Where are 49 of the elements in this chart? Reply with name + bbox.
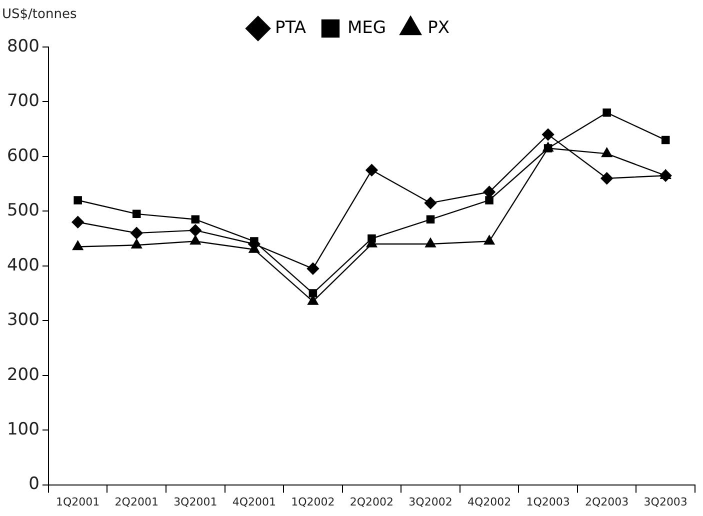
point [72, 216, 84, 228]
point [190, 235, 201, 245]
x-tick-label: 3Q2003 [644, 495, 688, 508]
y-tick-label: 700 [6, 91, 40, 112]
x-tick-label: 1Q2001 [56, 495, 100, 508]
x-tick-label: 2Q2003 [585, 495, 629, 508]
y-tick-label: 300 [6, 310, 40, 330]
point [542, 128, 554, 141]
point [601, 148, 612, 158]
point [74, 196, 82, 204]
x-tick-label: 1Q2002 [291, 495, 335, 508]
y-tick-label: 200 [6, 364, 40, 385]
point [368, 234, 376, 243]
y-axis-title: US$/tonnes [2, 6, 77, 22]
point [130, 226, 143, 240]
x-tick-label: 1Q2003 [526, 495, 570, 508]
point [485, 196, 494, 204]
point [484, 235, 495, 245]
x-tick-label: 2Q2001 [114, 495, 158, 508]
point [306, 262, 320, 275]
x-tick-label: 3Q2001 [174, 495, 218, 508]
point [661, 136, 670, 144]
point [189, 224, 202, 236]
point [366, 164, 378, 176]
point [72, 240, 84, 250]
y-tick-label: 0 [28, 474, 40, 494]
point [544, 144, 552, 152]
point [600, 172, 613, 184]
point [191, 215, 200, 224]
legend-label: MEG [347, 18, 386, 38]
legend-label: PX [428, 18, 450, 38]
y-tick-label: 500 [6, 200, 40, 221]
point [426, 215, 435, 224]
point [308, 289, 318, 298]
y-tick-label: 400 [6, 255, 40, 276]
point [602, 108, 611, 117]
legend-label: PTA [275, 18, 306, 38]
point [660, 170, 672, 182]
x-tick-label: 4Q2001 [232, 495, 276, 508]
x-tick-label: 2Q2002 [350, 495, 394, 508]
point [424, 196, 437, 210]
x-tick-label: 3Q2002 [408, 495, 452, 508]
point [425, 238, 436, 248]
y-tick-label: 100 [6, 419, 40, 440]
y-tick-label: 600 [6, 146, 40, 166]
y-tick-label: 800 [6, 36, 40, 56]
point [132, 210, 141, 218]
point [131, 239, 142, 248]
x-tick-label: 4Q2002 [467, 495, 512, 508]
